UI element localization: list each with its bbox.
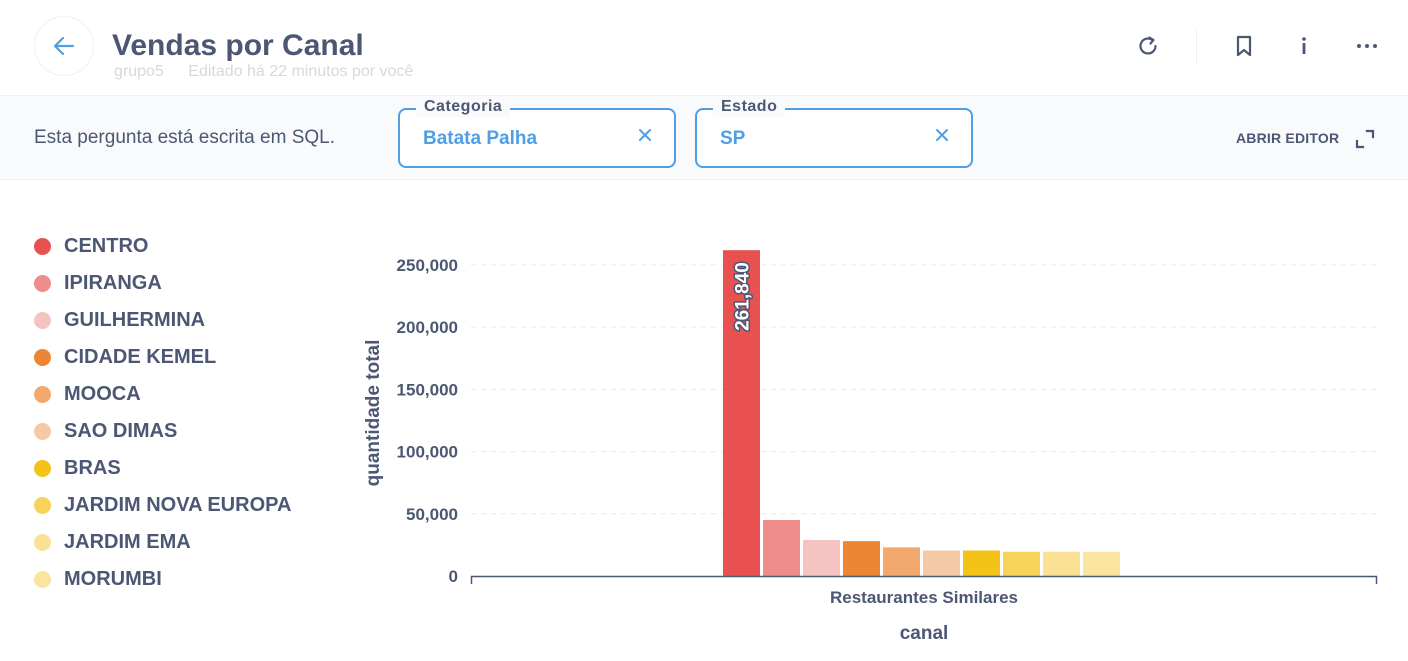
- filter-value[interactable]: SP: [720, 128, 746, 149]
- y-axis-title: quantidade total: [363, 340, 384, 487]
- info-button[interactable]: [1288, 30, 1320, 62]
- filter-label: Estado: [713, 97, 786, 117]
- legend-dot-icon: [34, 386, 51, 403]
- legend-dot-icon: [34, 460, 51, 477]
- filter-bar: Esta pergunta está escrita em SQL. Categ…: [0, 95, 1408, 180]
- y-tick-label: 250,000: [397, 256, 458, 275]
- question-meta: grupo5 Editado há 22 minutos por você: [114, 62, 433, 82]
- bar-cidade-kemel[interactable]: [843, 541, 880, 576]
- y-tick-label: 200,000: [397, 318, 458, 337]
- bar-jardim-nova-europa[interactable]: [1003, 551, 1040, 576]
- y-tick-label: 100,000: [397, 443, 458, 462]
- refresh-button[interactable]: [1132, 30, 1164, 62]
- bar-data-label: 261,840: [733, 262, 754, 331]
- legend-label: GUILHERMINA: [64, 309, 206, 331]
- legend-item[interactable]: BRAS: [34, 450, 291, 487]
- filter-categoria[interactable]: Categoria Batata Palha: [398, 97, 676, 168]
- legend-label: MOOCA: [64, 383, 141, 405]
- legend-dot-icon: [34, 571, 51, 588]
- bar-bras[interactable]: [963, 550, 1000, 576]
- legend-item[interactable]: MORUMBI: [34, 561, 291, 598]
- x-axis-title: canal: [900, 623, 949, 644]
- page-title: Vendas por Canal: [112, 29, 364, 62]
- legend-dot-icon: [34, 238, 51, 255]
- legend-dot-icon: [34, 534, 51, 551]
- bar-morumbi[interactable]: [1083, 551, 1120, 576]
- filter-value[interactable]: Batata Palha: [423, 128, 538, 149]
- more-options-button[interactable]: [1351, 30, 1383, 62]
- legend-item[interactable]: MOOCA: [34, 376, 291, 413]
- filter-label: Categoria: [416, 97, 511, 117]
- back-button[interactable]: [34, 16, 94, 76]
- legend-label: CENTRO: [64, 235, 149, 257]
- legend-label: SAO DIMAS: [64, 420, 178, 442]
- open-editor-button[interactable]: ABRIR EDITOR: [1236, 130, 1340, 146]
- close-icon[interactable]: [935, 128, 949, 142]
- legend-item[interactable]: SAO DIMAS: [34, 413, 291, 450]
- legend-label: MORUMBI: [64, 568, 162, 590]
- legend-dot-icon: [34, 423, 51, 440]
- bookmark-icon: [1236, 35, 1252, 57]
- legend-label: BRAS: [64, 457, 121, 479]
- collection-link[interactable]: grupo5: [114, 63, 164, 80]
- sql-notice: Esta pergunta está escrita em SQL.: [34, 127, 335, 148]
- legend-label: JARDIM EMA: [64, 531, 191, 553]
- close-icon[interactable]: [638, 128, 652, 142]
- bar-sao-dimas[interactable]: [923, 550, 960, 576]
- y-tick-label: 50,000: [406, 505, 458, 524]
- legend-dot-icon: [34, 312, 51, 329]
- ellipsis-icon: [1357, 44, 1377, 48]
- legend-dot-icon: [34, 497, 51, 514]
- x-tick-label: Restaurantes Similares: [830, 588, 1018, 607]
- legend-item[interactable]: CENTRO: [34, 228, 291, 265]
- bar-mooca[interactable]: [883, 547, 920, 576]
- bar-chart: 0 50,000 100,000 150,000 200,000 250,000 261,8…: [363, 250, 1378, 644]
- legend-item[interactable]: IPIRANGA: [34, 265, 291, 302]
- legend-item[interactable]: GUILHERMINA: [34, 302, 291, 339]
- bar-ipiranga[interactable]: [763, 520, 800, 576]
- legend-item[interactable]: JARDIM NOVA EUROPA: [34, 487, 291, 524]
- legend-label: IPIRANGA: [64, 272, 162, 294]
- last-edited-text: Editado há 22 minutos por você: [188, 63, 414, 80]
- legend-dot-icon: [34, 349, 51, 366]
- y-tick-label: 150,000: [397, 380, 458, 399]
- bar-jardim-ema[interactable]: [1043, 551, 1080, 576]
- refresh-icon: [1139, 36, 1157, 55]
- info-icon: [1302, 37, 1306, 54]
- bar-centro[interactable]: [723, 250, 760, 576]
- filter-estado[interactable]: Estado SP: [695, 97, 973, 168]
- legend-dot-icon: [34, 275, 51, 292]
- legend-label: CIDADE KEMEL: [64, 346, 217, 368]
- legend-label: JARDIM NOVA EUROPA: [64, 494, 292, 516]
- question-header: Vendas por Canal grupo5 Editado há 22 mi…: [0, 0, 1408, 95]
- arrow-left-icon: [53, 36, 75, 56]
- chart-legend: CENTRO IPIRANGA GUILHERMINA CIDADE KEMEL MOO…: [34, 228, 291, 598]
- bar-guilhermina[interactable]: [803, 539, 840, 576]
- y-tick-label: 0: [449, 567, 458, 586]
- expand-icon[interactable]: [1354, 128, 1376, 150]
- bookmark-button[interactable]: [1228, 30, 1260, 62]
- legend-item[interactable]: CIDADE KEMEL: [34, 339, 291, 376]
- header-divider: [1196, 30, 1197, 64]
- legend-item[interactable]: JARDIM EMA: [34, 524, 291, 561]
